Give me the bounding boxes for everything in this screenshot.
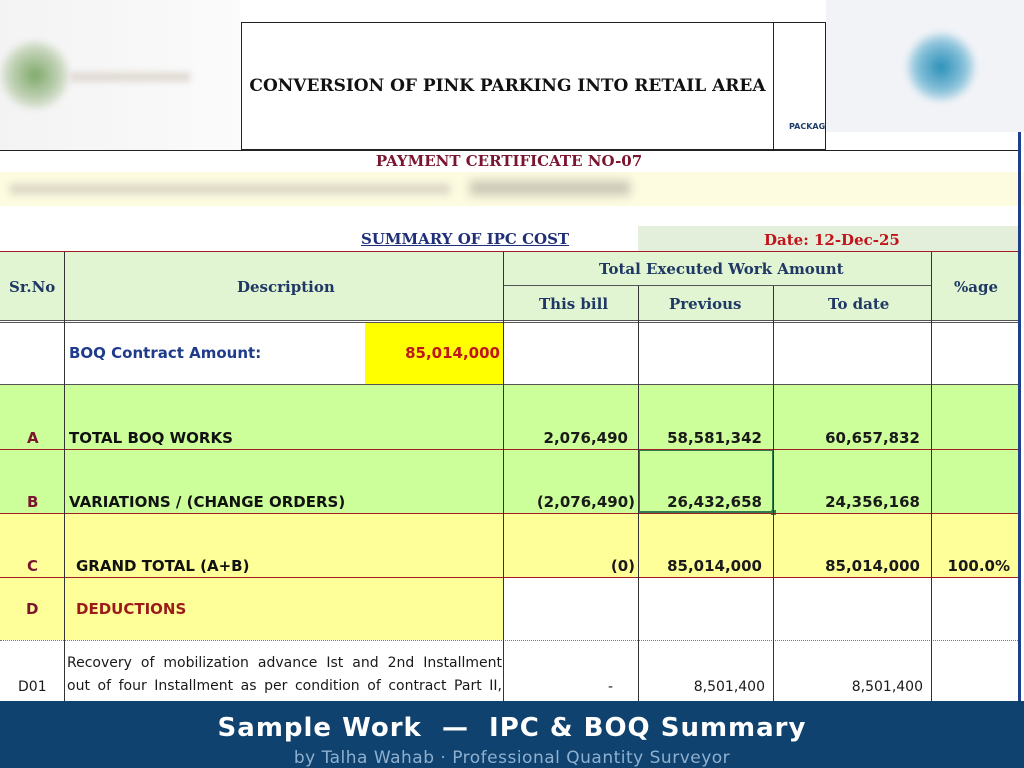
divider: [0, 150, 1018, 151]
summary-title: SUMMARY OF IPC COST: [361, 230, 570, 248]
gridline: [504, 285, 931, 286]
contract-amount-label: BOQ Contract Amount:: [69, 344, 262, 362]
row-b-previous[interactable]: 26,432,658: [667, 493, 762, 511]
gridline: [503, 252, 504, 701]
gridline: [0, 513, 1018, 514]
gridline: [0, 384, 1018, 385]
row-c-description: GRAND TOTAL (A+B): [76, 557, 250, 575]
row-b-to-date: 24,356,168: [825, 493, 920, 511]
gridline: [0, 577, 1018, 578]
row-d01-sr: D01: [18, 679, 47, 695]
company-logo-left: [0, 0, 240, 150]
percentage-header: %age: [954, 278, 999, 296]
footer-subtitle: by Talha Wahab · Professional Quantity S…: [293, 748, 731, 768]
row-a-this-bill: 2,076,490: [543, 429, 628, 447]
package-label: PACKAG: [789, 122, 826, 131]
contract-amount-highlight: [365, 322, 503, 384]
row-d01-description-line1: Recovery of mobilization advance Ist and…: [67, 655, 502, 671]
payment-certificate-title: PAYMENT CERTIFICATE NO-07: [375, 152, 643, 170]
row-d01-description-line2: out of four Installment as per condition…: [67, 678, 502, 694]
previous-header: Previous: [669, 295, 742, 313]
gridline: [0, 322, 1018, 323]
row-c-previous: 85,014,000: [667, 557, 762, 575]
gridline: [638, 286, 639, 701]
certificate-date: Date: 12-Dec-25: [764, 231, 900, 249]
this-bill-header: This bill: [539, 295, 609, 313]
footer-banner: Sample Work — IPC & BOQ Summary by Talha…: [0, 701, 1024, 768]
row-a-description: TOTAL BOQ WORKS: [69, 429, 233, 447]
row-b-sr: B: [27, 493, 39, 511]
sheet-right-border: [1018, 132, 1021, 702]
footer-title: Sample Work — IPC & BOQ Summary: [217, 713, 807, 743]
executed-amount-header: Total Executed Work Amount: [599, 260, 844, 278]
row-a-previous: 58,581,342: [667, 429, 762, 447]
gridline: [0, 320, 1018, 321]
row-a-to-date: 60,657,832: [825, 429, 920, 447]
blurred-info-band: [0, 172, 1024, 206]
row-d01-this-bill: -: [607, 679, 613, 695]
row-c-percentage: 100.0%: [947, 557, 1010, 575]
deductions-empty-cells: [504, 578, 1018, 640]
row-b-description: VARIATIONS / (CHANGE ORDERS): [69, 493, 346, 511]
row-c-this-bill: (0): [610, 557, 635, 575]
row-d-sr: D: [26, 600, 39, 618]
row-d01-previous: 8,501,400: [693, 679, 765, 695]
to-date-header: To date: [828, 295, 890, 313]
gridline: [773, 286, 774, 701]
package-box: PACKAG: [774, 22, 826, 150]
gridline: [0, 640, 1018, 642]
row-d-description: DEDUCTIONS: [76, 600, 187, 618]
contract-amount-value: 85,014,000: [405, 344, 500, 362]
gridline: [0, 449, 1018, 450]
row-b-this-bill: (2,076,490): [536, 493, 635, 511]
row-c-sr: C: [27, 557, 39, 575]
row-d01-to-date: 8,501,400: [851, 679, 923, 695]
sr-no-header: Sr.No: [9, 278, 56, 296]
gridline: [931, 252, 932, 701]
row-a-sr: A: [27, 429, 39, 447]
gridline: [0, 251, 1018, 252]
project-title: CONVERSION OF PINK PARKING INTO RETAIL A…: [249, 76, 766, 96]
project-title-box: CONVERSION OF PINK PARKING INTO RETAIL A…: [241, 22, 774, 150]
company-logo-right: [826, 0, 1024, 132]
gridline: [64, 252, 65, 701]
description-header: Description: [237, 278, 335, 296]
row-c-to-date: 85,014,000: [825, 557, 920, 575]
date-box: Date: 12-Dec-25: [638, 226, 1018, 251]
table-header-background: [0, 252, 1018, 320]
